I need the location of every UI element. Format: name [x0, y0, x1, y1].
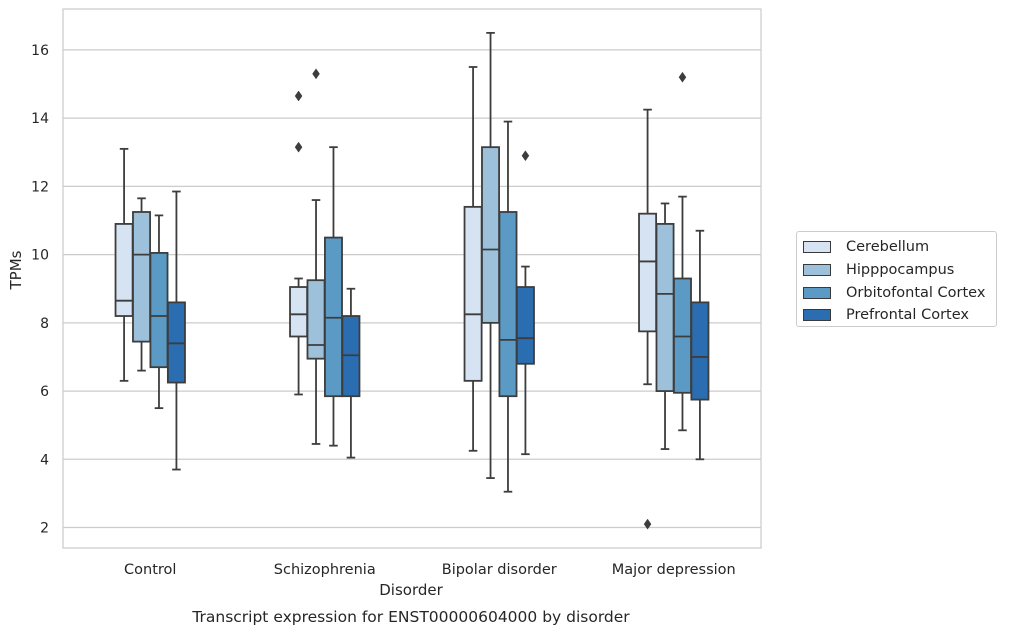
legend-item: Prefrontal Cortex: [803, 304, 996, 327]
box-body: [306, 279, 326, 360]
box-body: [638, 212, 658, 333]
box-body: [690, 301, 710, 401]
box-1-1: [306, 68, 326, 445]
legend-label: Cerebellum: [846, 239, 930, 256]
y-tick-label: 8: [40, 316, 49, 332]
legend-swatch: [803, 264, 831, 277]
box-1-0: [132, 197, 151, 372]
box-body: [289, 286, 309, 338]
box-3-1: [341, 287, 361, 459]
y-tick-label: 10: [31, 248, 49, 264]
y-tick-label: 16: [31, 43, 49, 59]
outlier-point: [521, 150, 530, 162]
box-body: [515, 286, 535, 365]
y-tick-label: 14: [31, 111, 49, 127]
outlier-point: [312, 68, 320, 80]
box-body: [463, 205, 483, 382]
y-tick-label: 2: [40, 521, 49, 537]
outlier-point: [678, 71, 687, 83]
legend: Cerebellum Hipppocampus Orbitofontal Cor…: [796, 231, 997, 327]
box-3-2: [515, 150, 535, 456]
x-axis-ticks: Control Schizophrenia Bipolar disorder Majo…: [124, 562, 736, 578]
legend-label: Orbitofontal Cortex: [846, 284, 986, 301]
legend-swatch: [803, 309, 831, 322]
x-tick-label: Major depression: [612, 562, 736, 578]
x-axis-label: Disorder: [379, 581, 443, 599]
y-tick-label: 6: [40, 384, 49, 400]
y-axis-ticks: 2 4 6 8 10 12 14 16: [31, 43, 49, 537]
x-tick-label: Bipolar disorder: [442, 562, 557, 578]
box-0-1: [289, 90, 309, 396]
box-3-0: [166, 190, 186, 471]
legend-item: Hipppocampus: [803, 259, 996, 282]
box-2-1: [324, 146, 343, 447]
legend-label: Hipppocampus: [846, 262, 955, 279]
x-tick-label: Control: [124, 562, 176, 578]
chart-title: Transcript expression for ENST0000060400…: [191, 608, 630, 626]
legend-swatch: [803, 286, 831, 299]
box-1-2: [481, 31, 500, 479]
box-0-0: [114, 147, 134, 382]
box-body: [149, 252, 169, 369]
box-3-3: [690, 229, 710, 461]
outlier-point: [643, 518, 652, 530]
box-body: [132, 211, 151, 343]
legend-item: Orbitofontal Cortex: [803, 281, 996, 304]
box-1-3: [655, 202, 675, 450]
box-0-3: [638, 108, 658, 530]
legend-swatch: [803, 241, 831, 254]
plot-frame: [62, 8, 762, 549]
y-axis-label: TPMs: [7, 250, 25, 290]
box-body: [481, 146, 500, 324]
box-body: [114, 223, 134, 317]
y-tick-label: 12: [31, 179, 49, 195]
box-body: [655, 223, 675, 392]
box-body: [498, 211, 518, 398]
legend-item: Cerebellum: [803, 236, 996, 259]
box-2-2: [498, 120, 518, 493]
box-plot-series: [114, 31, 710, 530]
outlier-point: [294, 90, 303, 102]
outlier-point: [294, 141, 303, 153]
box-2-0: [149, 214, 169, 410]
legend-label: Prefrontal Cortex: [846, 307, 969, 324]
y-tick-label: 4: [40, 452, 49, 468]
x-tick-label: Schizophrenia: [274, 562, 376, 578]
box-2-3: [673, 71, 692, 432]
box-0-2: [463, 66, 483, 452]
